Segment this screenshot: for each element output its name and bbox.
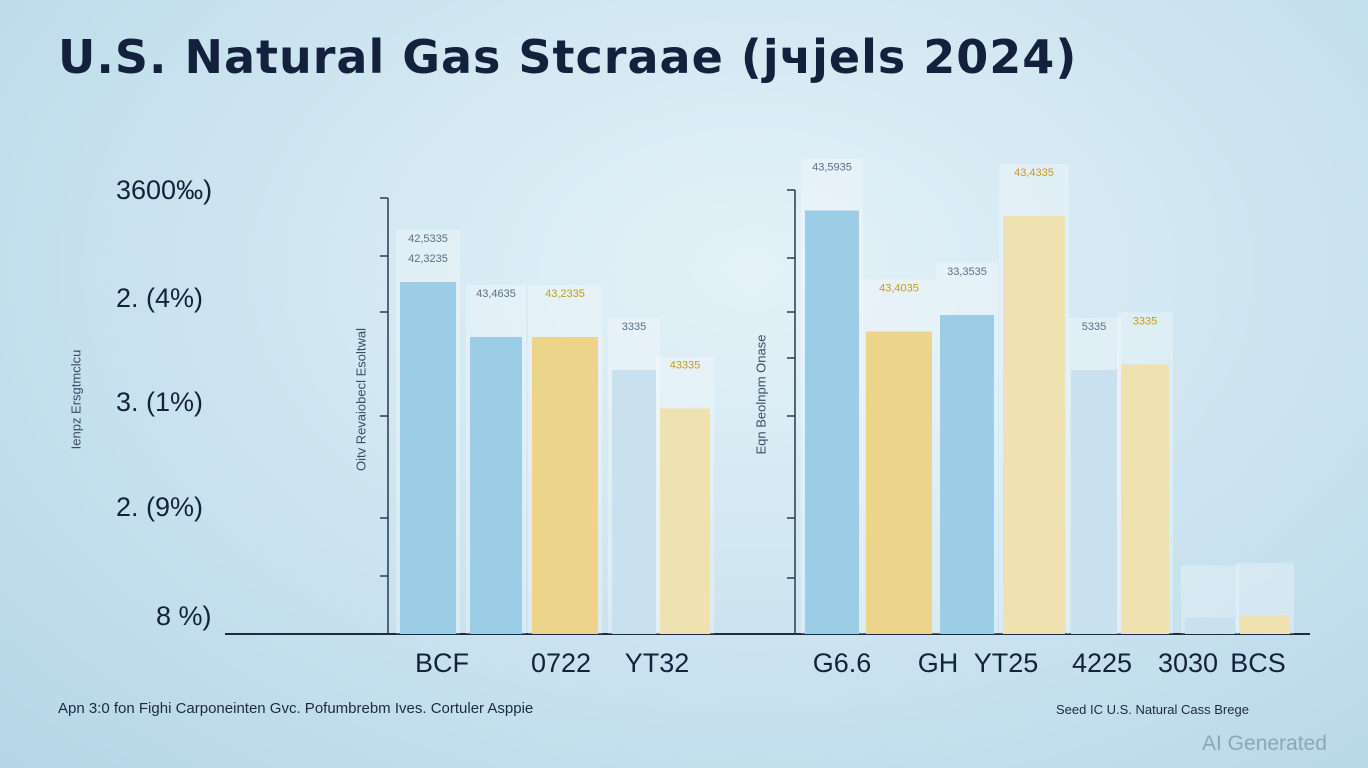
data-label: 43,5935 <box>812 162 852 174</box>
bar <box>1071 370 1117 634</box>
data-label: 43,4635 <box>476 288 516 300</box>
data-label: 33,3535 <box>947 266 987 278</box>
data-label: 42,5335 <box>408 233 448 245</box>
data-label: 5335 <box>1082 321 1106 333</box>
bar <box>1185 617 1235 634</box>
chart-title: U.S. Natural Gas Stcraae (јчjels 2024) <box>58 30 1078 84</box>
bar <box>400 282 456 634</box>
y-tick-label: 3. (1%) <box>116 387 204 417</box>
footer-source-right: Seed IC U.S. Natural Cass Brege <box>1056 702 1249 717</box>
category-label: 3030 <box>1158 648 1218 678</box>
category-label: YT25 <box>974 648 1039 678</box>
bar <box>470 337 522 634</box>
data-label: 43335 <box>670 360 701 372</box>
category-label: 0722 <box>531 648 591 678</box>
data-label: 43,4335 <box>1014 167 1054 179</box>
category-label: G6.6 <box>813 648 872 678</box>
y-tick-label: 2. (4%) <box>116 283 204 313</box>
bar <box>1003 216 1065 634</box>
bar <box>660 408 710 634</box>
bar <box>866 331 932 634</box>
y-tick-label: 2. (9%) <box>116 492 204 522</box>
bar <box>532 337 598 634</box>
bar <box>805 210 859 634</box>
bar <box>612 370 656 634</box>
ai-generated-watermark: AI Generated <box>1202 732 1327 755</box>
y-tick-label: 8 %) <box>156 601 212 631</box>
data-label: 43,4035 <box>879 283 919 295</box>
category-label: YT32 <box>625 648 690 678</box>
data-label: 3335 <box>1133 316 1157 328</box>
bar <box>1121 364 1169 634</box>
data-label: 43,2335 <box>545 288 585 300</box>
category-label: GH <box>918 648 959 678</box>
data-label: 3335 <box>622 321 646 333</box>
category-label: 4225 <box>1072 648 1132 678</box>
category-label: BCS <box>1230 648 1286 678</box>
category-label: BCF <box>415 648 469 678</box>
y-tick-label: 3600‰) <box>116 175 213 205</box>
data-label: 42,3235 <box>408 253 448 265</box>
bar <box>940 315 994 634</box>
footer-source-note: Apn 3:0 fon Fighi Carponeinten Gvc. Pofu… <box>58 700 534 717</box>
bar <box>1240 615 1290 634</box>
